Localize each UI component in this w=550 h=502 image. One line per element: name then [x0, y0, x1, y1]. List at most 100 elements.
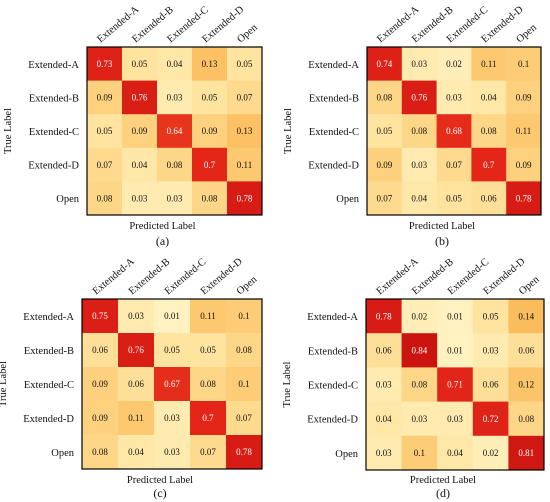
heatmap-cell — [226, 333, 263, 368]
y-tick-label: Extended-C — [309, 127, 359, 138]
cell-value-label: 0.13 — [237, 126, 253, 136]
heatmap-cell — [192, 80, 228, 115]
cell-value-label: 0.1 — [414, 448, 425, 458]
heatmap-cell — [471, 181, 507, 216]
cell-value-label: 0.7 — [483, 160, 495, 170]
heatmap-cell — [366, 333, 402, 368]
heatmap-cell — [122, 114, 158, 149]
heatmap-cell — [190, 367, 227, 402]
x-tick-label: Open — [517, 274, 542, 298]
matrix-frame — [365, 298, 545, 471]
heatmap-cell — [472, 299, 509, 334]
matrix-frame — [366, 46, 542, 216]
y-tick-label: Open — [56, 194, 79, 205]
heatmap-cell — [192, 47, 228, 81]
heatmap-cell — [472, 367, 509, 402]
cell-value-label: 0.76 — [132, 93, 148, 103]
heatmap-cell — [401, 47, 437, 81]
heatmap-cell — [82, 367, 119, 402]
cell-value-label: 0.74 — [377, 59, 393, 69]
cell-value-label: 0.07 — [446, 160, 462, 170]
x-tick-label: Open — [235, 274, 260, 298]
heatmap-cell — [87, 80, 123, 115]
cell-value-label: 0.04 — [132, 160, 148, 170]
heatmap-cell — [401, 367, 438, 402]
cell-value-label: 0.03 — [412, 414, 428, 424]
cell-value-label: 0.06 — [92, 345, 108, 355]
y-tick-label: Extended-A — [308, 60, 359, 71]
heatmap-cell — [401, 80, 437, 115]
cell-value-label: 0.03 — [376, 380, 392, 390]
heatmap-cell — [437, 435, 474, 471]
cell-value-label: 0.09 — [377, 160, 393, 170]
heatmap-cell — [87, 47, 123, 81]
y-tick-label: Extended-D — [23, 414, 74, 425]
x-axis-label: Predicted Label — [410, 475, 476, 486]
cell-value-label: 0.14 — [518, 311, 534, 321]
heatmap-cell — [82, 401, 119, 436]
cell-value-label: 0.09 — [92, 413, 108, 423]
y-tick-label: Extended-B — [29, 93, 79, 104]
matrix-frame — [81, 298, 263, 470]
cell-value-label: 0.04 — [447, 448, 463, 458]
y-tick-label: Extended-D — [28, 161, 79, 172]
cell-value-label: 0.1 — [238, 311, 249, 321]
x-tick-label: Open — [514, 22, 539, 46]
cell-value-label: 0.76 — [411, 93, 427, 103]
y-axis-label: True Label — [283, 108, 294, 154]
y-tick-label: Open — [51, 448, 74, 459]
cell-value-label: 0.03 — [411, 59, 427, 69]
heatmap-cell — [122, 147, 158, 182]
heatmap-cell — [471, 80, 507, 115]
heatmap-cell — [401, 181, 437, 216]
cell-value-label: 0.06 — [481, 193, 497, 203]
heatmap-cell — [471, 47, 507, 81]
heatmap-cell — [190, 401, 227, 436]
cell-value-label: 0.11 — [516, 126, 531, 136]
cell-value-label: 0.03 — [164, 447, 180, 457]
cell-value-label: 0.05 — [446, 193, 462, 203]
cell-value-label: 0.11 — [200, 311, 215, 321]
heatmap-cell — [227, 147, 263, 182]
heatmap-cell — [366, 367, 402, 402]
cell-value-label: 0.03 — [167, 93, 183, 103]
cell-value-label: 0.08 — [377, 93, 393, 103]
heatmap-cell — [367, 114, 403, 149]
y-tick-label: Extended-D — [307, 415, 358, 426]
heatmap-cell — [366, 435, 402, 471]
cell-value-label: 0.73 — [97, 59, 113, 69]
heatmap-cell — [401, 114, 437, 149]
heatmap-cell — [367, 181, 403, 216]
cell-value-label: 0.09 — [97, 93, 113, 103]
cell-value-label: 0.78 — [516, 193, 532, 203]
heatmap-cell — [508, 435, 545, 471]
cell-value-label: 0.05 — [200, 345, 216, 355]
heatmap-cell — [87, 181, 123, 216]
cell-value-label: 0.03 — [164, 413, 180, 423]
y-tick-label: Open — [336, 194, 359, 205]
y-tick-label: Extended-B — [308, 346, 358, 357]
confusion-matrix-a: 0.73 0.05 0.04 0.13 0.05 0.09 0.76 0.03 0.05 0.07… — [3, 4, 263, 248]
matrix-frame — [86, 46, 263, 216]
cell-value-label: 0.08 — [202, 193, 218, 203]
cell-value-label: 0.03 — [167, 193, 183, 203]
confusion-matrix-c: 0.75 0.03 0.01 0.11 0.1 0.06 0.76 0.05 0.05 0.08 0… — [0, 256, 263, 500]
heatmap-cell — [154, 435, 191, 470]
heatmap-cell — [154, 401, 191, 436]
cell-value-label: 0.04 — [481, 93, 497, 103]
heatmap-cell — [190, 333, 227, 368]
cell-value-label: 0.7 — [202, 413, 214, 423]
heatmap-cell — [437, 401, 474, 437]
heatmap-cell — [157, 47, 193, 81]
cell-value-label: 0.67 — [164, 379, 180, 389]
cell-value-label: 0.1 — [238, 379, 249, 389]
y-tick-label: Extended-C — [308, 381, 358, 392]
heatmap-cell — [436, 147, 472, 182]
cell-value-label: 0.08 — [236, 345, 252, 355]
heatmap-cell — [226, 435, 263, 470]
cell-value-label: 0.02 — [446, 59, 462, 69]
heatmap-cell — [472, 435, 509, 471]
y-tick-label: Extended-B — [309, 93, 359, 104]
y-axis-label: True Label — [0, 361, 9, 407]
cell-value-label: 0.09 — [132, 126, 148, 136]
